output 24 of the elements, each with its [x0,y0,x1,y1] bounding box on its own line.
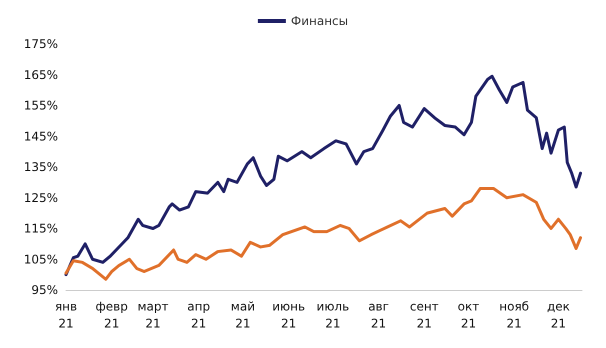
y-tick-label: 145% [24,129,58,144]
x-tick-label: июнь 21 [272,300,306,330]
y-tick-label: 125% [24,190,58,205]
line-series [64,74,582,276]
x-tick-label: авг 21 [368,300,389,330]
y-tick-label: 175% [24,37,58,51]
x-tick-label: сент 21 [410,300,439,330]
x-tick-label: март 21 [137,300,168,330]
y-tick-label: 165% [24,68,58,82]
x-tick-label: июль 21 [316,300,350,330]
y-tick-label: 155% [24,98,58,112]
x-tick-label: нояб 21 [499,300,530,330]
y-tick-label: 95% [31,283,58,297]
legend-label: Финансы [290,14,348,28]
x-tick-label: апр 21 [187,300,210,330]
x-tick-label: янв 21 [54,300,78,330]
y-tick-label: 105% [24,252,58,266]
x-tick-label: окт 21 [458,300,480,330]
line-series [64,187,582,281]
y-tick-label: 115% [24,222,58,236]
x-tick-label: февр 21 [96,300,128,330]
x-tick-label: май 21 [230,300,256,330]
y-tick-label: 135% [24,160,58,174]
x-tick-label: дек 21 [546,300,570,330]
